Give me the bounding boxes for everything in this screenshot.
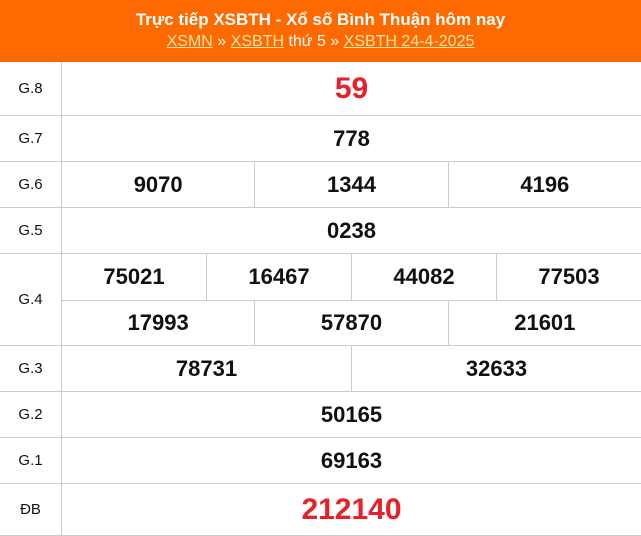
prize-number: 9070 bbox=[133, 171, 183, 197]
prize-row: G.4 75021 16467 44082 77503 17993 57870 21601 bbox=[0, 254, 641, 346]
prize-number: 16467 bbox=[206, 254, 351, 300]
prize-label: G.8 bbox=[0, 62, 62, 115]
prize-row: G.2 50165 bbox=[0, 392, 641, 438]
prize-number: 75021 bbox=[103, 263, 165, 289]
prize-number: 21601 bbox=[447, 300, 641, 345]
separator: » bbox=[212, 33, 231, 50]
prize-number: 4196 bbox=[447, 162, 641, 207]
prize-number: 78731 bbox=[175, 355, 238, 381]
breadcrumb: XSMN » XSBTH thứ 5 » XSBTH 24-4-2025 bbox=[0, 33, 641, 51]
prize-number: 59 bbox=[334, 71, 369, 105]
prize-label: G.6 bbox=[0, 162, 62, 207]
prize-label: G.5 bbox=[0, 208, 62, 253]
prize-number: 778 bbox=[333, 125, 370, 151]
prize-number: 77503 bbox=[496, 254, 641, 300]
page-title: Trực tiếp XSBTH - Xổ số Bình Thuận hôm n… bbox=[135, 10, 506, 29]
prize-row: G.7 778 bbox=[0, 116, 641, 162]
prize-number: 69163 bbox=[320, 447, 383, 473]
link-xsbth-date[interactable]: XSBTH 24-4-2025 bbox=[343, 33, 475, 50]
prize-label: G.4 bbox=[0, 254, 62, 345]
prize-number: 50165 bbox=[320, 401, 383, 427]
link-xsmn[interactable]: XSMN bbox=[166, 33, 213, 50]
prize-row: G.3 78731 32633 bbox=[0, 346, 641, 392]
prize-number: 44082 bbox=[351, 254, 496, 300]
prize-number: 57870 bbox=[254, 300, 447, 345]
link-xsbth[interactable]: XSBTH bbox=[230, 33, 284, 50]
prize-number: 1344 bbox=[254, 162, 447, 207]
prize-number: 17993 bbox=[127, 309, 189, 335]
prize-row: G.6 9070 1344 4196 bbox=[0, 162, 641, 208]
weekday-text: thứ 5 » bbox=[284, 33, 344, 50]
prize-number: 0238 bbox=[327, 217, 376, 243]
prize-label: G.7 bbox=[0, 116, 62, 161]
prize-row: G.5 0238 bbox=[0, 208, 641, 254]
prize-label: G.3 bbox=[0, 346, 62, 391]
prize-label: G.1 bbox=[0, 438, 62, 483]
prize-row: ĐB 212140 bbox=[0, 484, 641, 536]
prize-number: 212140 bbox=[301, 492, 402, 526]
prize-row: G.8 59 bbox=[0, 62, 641, 116]
prize-number: 32633 bbox=[351, 346, 641, 391]
prize-label: G.2 bbox=[0, 392, 62, 437]
prize-row: G.1 69163 bbox=[0, 438, 641, 484]
prize-label: ĐB bbox=[0, 484, 62, 535]
page-header: Trực tiếp XSBTH - Xổ số Bình Thuận hôm n… bbox=[0, 0, 641, 62]
